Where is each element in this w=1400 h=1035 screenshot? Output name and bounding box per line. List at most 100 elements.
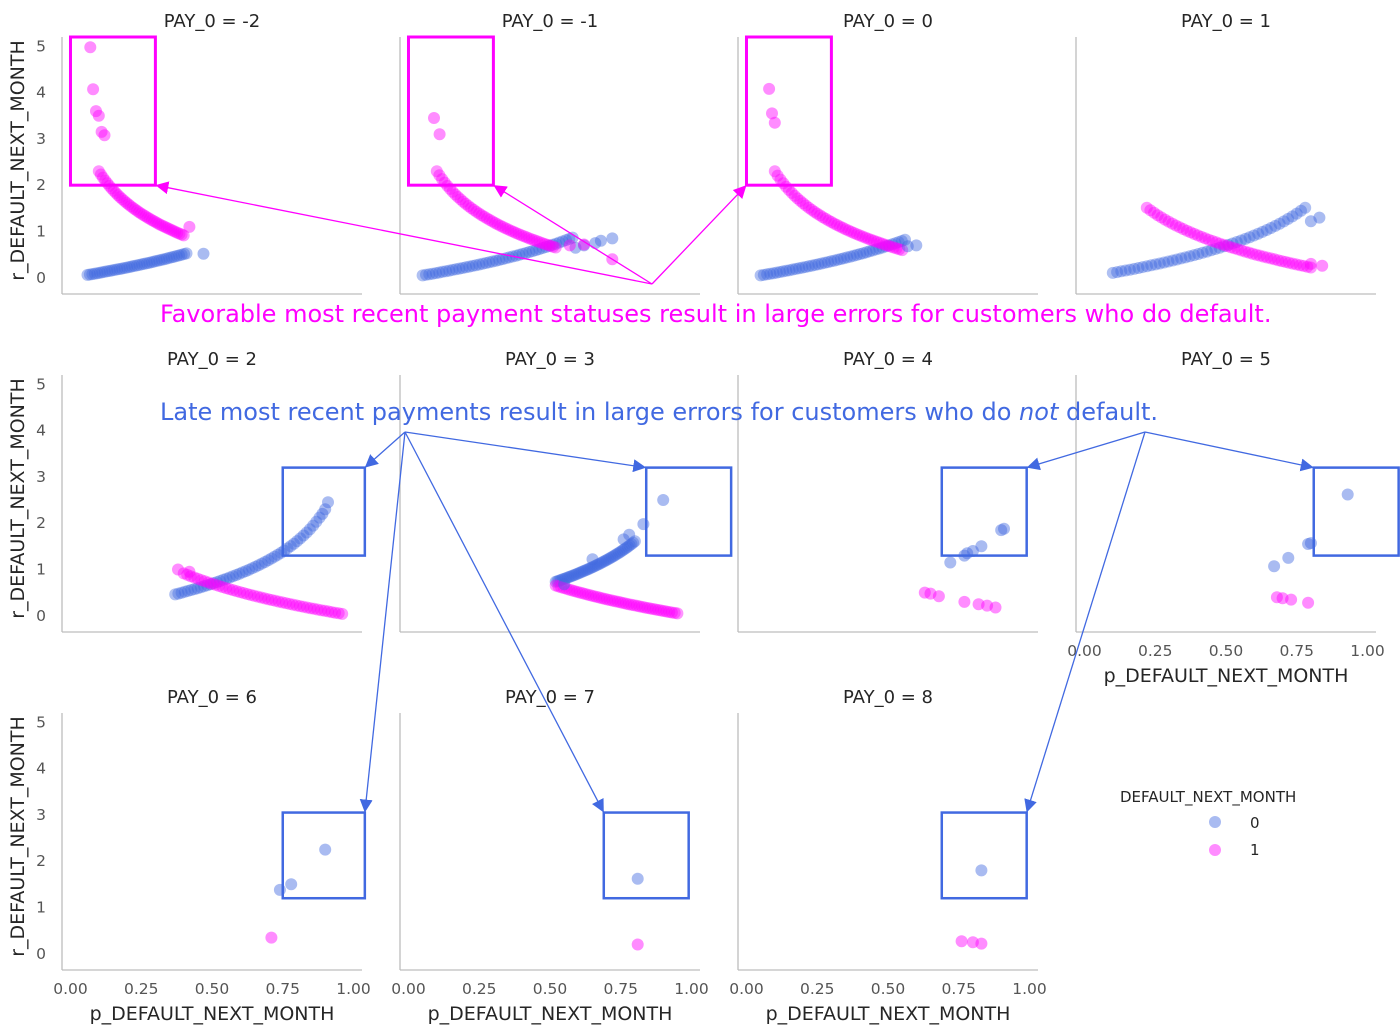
scatter-point-class-0: [623, 528, 636, 541]
blue-arrow: [1026, 431, 1146, 471]
scatter-point-class-0: [549, 575, 562, 588]
scatter-point-class-0: [526, 245, 539, 258]
scatter-point-class-0: [1273, 217, 1286, 230]
scatter-point-class-1: [958, 595, 971, 608]
scatter-point-class-0: [767, 267, 780, 280]
scatter-point-class-1: [95, 125, 108, 138]
scatter-point-class-0: [273, 883, 286, 896]
scatter-point-class-1: [248, 589, 261, 602]
scatter-point-class-0: [866, 244, 879, 257]
scatter-point-class-0: [1247, 229, 1260, 242]
scatter-point-class-0: [607, 550, 620, 562]
scatter-point-class-1: [819, 212, 832, 225]
scatter-point-class-0: [998, 522, 1010, 535]
scatter-point-class-1: [932, 590, 945, 603]
scatter-point-class-0: [198, 580, 211, 593]
scatter-point-class-1: [862, 232, 875, 245]
legend-label-1: 1: [1250, 841, 1260, 859]
scatter-point-class-0: [158, 253, 171, 266]
scatter-point-class-1: [563, 239, 576, 252]
scatter-point-class-0: [103, 264, 116, 277]
scatter-point-class-0: [319, 843, 332, 856]
scatter-point-class-1: [483, 213, 496, 226]
scatter-point-class-1: [791, 192, 804, 205]
scatter-point-class-1: [584, 589, 597, 602]
panels-layer: PAY_0 = -2012345r_DEFAULT_NEXT_MONTHPAY_…: [7, 11, 1385, 1025]
scatter-point-class-0: [297, 529, 310, 542]
scatter-point-class-0: [168, 250, 181, 263]
scatter-point-class-0: [975, 864, 988, 877]
scatter-point-class-1: [184, 570, 197, 583]
scatter-point-class-0: [423, 268, 436, 281]
scatter-point-class-0: [1149, 258, 1162, 271]
scatter-point-class-0: [133, 258, 146, 271]
scatter-point-class-0: [593, 557, 606, 570]
scatter-point-class-1: [541, 238, 554, 251]
scatter-point-class-1: [1268, 253, 1281, 266]
scatter-point-class-1: [436, 173, 449, 186]
scatter-point-class-0: [443, 264, 456, 277]
scatter-point-class-1: [848, 227, 860, 239]
scatter-point-class-0: [259, 556, 271, 568]
scatter-point-class-0: [560, 572, 573, 585]
scatter-point-class-1: [169, 225, 182, 238]
scatter-point-class-0: [480, 257, 492, 269]
scatter-point-class-0: [1183, 250, 1196, 263]
scatter-point-class-0: [108, 263, 121, 276]
scatter-point-class-1: [665, 606, 678, 619]
scatter-point-class-1: [92, 165, 105, 178]
scatter-point-class-0: [764, 267, 777, 280]
scatter-point-class-0: [825, 255, 838, 268]
x-tick-label: 0.50: [1209, 642, 1244, 660]
scatter-point-class-0: [493, 253, 506, 266]
scatter-point-class-0: [220, 572, 233, 585]
scatter-point-class-1: [258, 592, 271, 605]
scatter-point-class-0: [815, 257, 828, 270]
scatter-point-class-0: [1239, 232, 1252, 245]
scatter-point-class-0: [854, 248, 867, 260]
legend-label-0: 0: [1250, 814, 1260, 832]
scatter-point-class-1: [126, 201, 139, 214]
scatter-point-class-1: [1221, 240, 1233, 252]
scatter-point-class-0: [625, 538, 638, 551]
scatter-point-class-1: [859, 231, 872, 244]
blue-arrow: [1144, 431, 1314, 472]
panel-title: PAY_0 = 8: [843, 687, 933, 708]
scatter-point-class-0: [563, 232, 576, 245]
scatter-point-class-0: [1119, 264, 1132, 277]
scatter-point-class-0: [123, 261, 136, 273]
scatter-point-class-0: [770, 266, 783, 279]
scatter-point-class-1: [1297, 259, 1310, 272]
blue-arrow: [404, 431, 605, 813]
scatter-point-class-1: [638, 601, 651, 614]
scatter-point-class-1: [315, 604, 328, 617]
scatter-point-class-0: [773, 266, 786, 278]
scatter-point-class-0: [583, 562, 596, 575]
scatter-point-class-1: [109, 186, 122, 199]
scatter-point-class-1: [473, 207, 486, 220]
scatter-point-class-1: [853, 229, 866, 242]
x-tick-label: 0.50: [871, 980, 906, 998]
scatter-point-class-0: [975, 540, 988, 553]
scatter-point-class-0: [191, 582, 204, 595]
scatter-point-class-1: [867, 234, 880, 247]
scatter-point-class-1: [657, 605, 670, 617]
scatter-point-class-1: [141, 211, 154, 224]
scatter-point-class-0: [1213, 241, 1226, 254]
scatter-point-class-1: [663, 606, 676, 618]
scatter-point-class-1: [510, 227, 522, 239]
scatter-point-class-1: [107, 184, 120, 197]
scatter-point-class-0: [473, 258, 486, 271]
y-tick-label: 5: [36, 37, 46, 55]
scatter-point-class-0: [322, 496, 334, 509]
scatter-point-class-1: [223, 583, 236, 596]
scatter-point-class-0: [586, 561, 599, 574]
scatter-point-class-1: [879, 238, 892, 251]
scatter-point-class-0: [882, 239, 895, 252]
scatter-point-class-1: [768, 165, 781, 178]
scatter-point-class-1: [1304, 257, 1317, 270]
panel-title: PAY_0 = 6: [167, 687, 257, 708]
scatter-point-class-1: [145, 214, 158, 227]
scatter-point-class-1: [525, 233, 538, 246]
scatter-point-class-1: [237, 587, 250, 599]
